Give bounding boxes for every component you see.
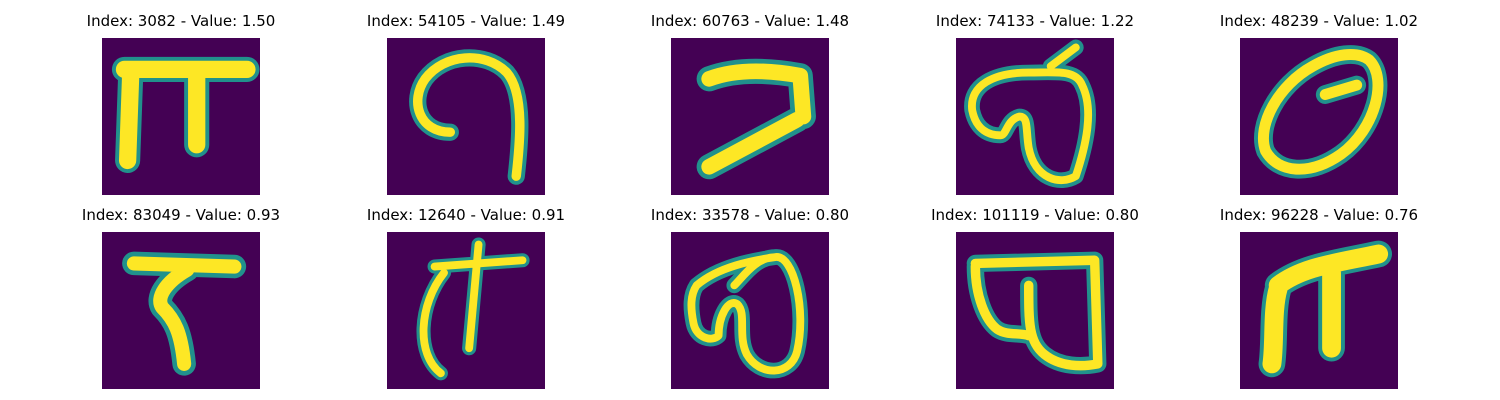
panel-title: Index: 83049 - Value: 0.93 <box>81 206 281 224</box>
digit-image <box>102 38 260 195</box>
digit-image <box>102 232 260 389</box>
heart-loop-glyph <box>964 39 1096 188</box>
digit-image <box>956 232 1114 389</box>
panel-title: Index: 48239 - Value: 1.02 <box>1219 12 1419 30</box>
panel-title: Index: 74133 - Value: 1.22 <box>935 12 1135 30</box>
panel-title: Index: 33578 - Value: 0.80 <box>650 206 850 224</box>
digit-image <box>1240 38 1398 195</box>
digit-image <box>671 38 829 195</box>
box-loop-glyph <box>966 251 1107 375</box>
digit-image <box>671 232 829 389</box>
oval-glyph <box>1254 45 1388 179</box>
panel-title: Index: 12640 - Value: 0.91 <box>366 206 566 224</box>
cross-curve-glyph <box>416 237 530 381</box>
panel-title: Index: 60763 - Value: 1.48 <box>650 12 850 30</box>
pi-block-glyph <box>111 56 260 174</box>
z-shape-glyph <box>696 58 816 180</box>
digit-image <box>387 232 545 389</box>
panel-title: Index: 96228 - Value: 0.76 <box>1219 206 1419 224</box>
panel-title: Index: 3082 - Value: 1.50 <box>86 12 276 30</box>
digit-image <box>1240 232 1398 389</box>
hook-curve-glyph <box>409 49 529 185</box>
panel-title: Index: 101119 - Value: 0.80 <box>931 206 1139 224</box>
pi-curve-glyph <box>1258 240 1393 378</box>
digit-image <box>956 38 1114 195</box>
digit-image <box>387 38 545 195</box>
panel-title: Index: 54105 - Value: 1.49 <box>366 12 566 30</box>
double-loop-glyph <box>683 249 809 379</box>
tau-glyph <box>122 251 247 376</box>
